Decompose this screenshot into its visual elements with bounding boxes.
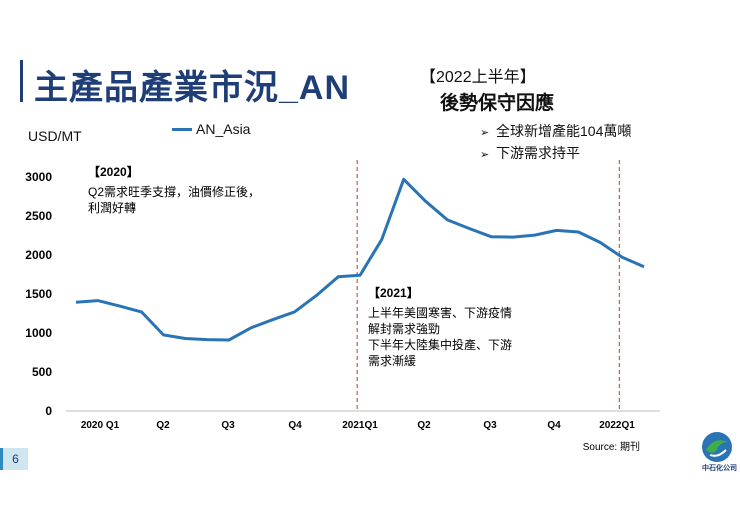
outlook-bullet-list: ➢ 全球新增產能104萬噸 ➢ 下游需求持平 xyxy=(480,120,631,164)
x-tick-label: Q4 xyxy=(288,420,302,431)
bullet-text: 下游需求持平 xyxy=(496,145,580,161)
x-tick-label: Q2 xyxy=(417,420,431,431)
arrow-bullet-icon: ➢ xyxy=(480,149,490,161)
annotation-line: 利潤好轉 xyxy=(88,201,136,215)
bullet-text: 全球新增產能104萬噸 xyxy=(496,123,632,139)
y-tick-label: 1000 xyxy=(25,326,52,340)
y-tick-label: 3000 xyxy=(25,170,52,184)
annotation-line: 下半年大陸集中投產、下游 xyxy=(368,337,512,352)
company-logo-text: 中石化公司 xyxy=(702,465,737,472)
annotation-line: 上半年美國寒害、下游疫情 xyxy=(368,305,512,320)
annotation-title: 【2020】 xyxy=(88,164,139,179)
chart-legend: AN_Asia xyxy=(172,120,250,138)
y-tick-label: 2500 xyxy=(25,209,52,223)
x-tick-label: Q3 xyxy=(483,420,497,431)
y-tick-label: 0 xyxy=(45,404,52,418)
y-tick-label: 1500 xyxy=(25,287,52,301)
x-tick-label: 2021Q1 xyxy=(342,420,378,431)
y-tick-label: 2000 xyxy=(25,248,52,262)
y-axis-unit-label: USD/MT xyxy=(28,128,82,144)
page-number: 6 xyxy=(12,452,19,466)
x-tick-label: 2022Q1 xyxy=(599,420,635,431)
x-tick-label: 2020 Q1 xyxy=(81,420,120,431)
annotation-line: Q2需求旺季支撐，油價修正後， xyxy=(88,184,260,199)
y-tick-label: 500 xyxy=(32,365,52,379)
annotation-line: 解封需求強勁 xyxy=(368,322,440,336)
title-accent-bar xyxy=(20,60,23,102)
an-asia-series-line xyxy=(75,177,645,342)
x-tick-label: Q2 xyxy=(156,420,170,431)
legend-swatch xyxy=(172,127,192,131)
bullet-item: ➢ 全球新增產能104萬噸 xyxy=(480,120,631,142)
page-title: 主產品產業市況_AN xyxy=(34,69,351,107)
company-logo-icon xyxy=(702,432,732,462)
x-tick-label: Q3 xyxy=(221,420,235,431)
annotation-line: 需求漸緩 xyxy=(368,354,416,368)
bullet-item: ➢ 下游需求持平 xyxy=(480,142,631,164)
outlook-subtitle: 後勢保守因應 xyxy=(440,93,555,114)
legend-label: AN_Asia xyxy=(196,121,251,137)
source-note: Source: 期刊 xyxy=(583,441,640,453)
page-number-tab: 6 xyxy=(0,448,28,470)
outlook-period-header: 【2022上半年】 xyxy=(420,69,536,86)
arrow-bullet-icon: ➢ xyxy=(480,127,490,139)
x-tick-label: Q4 xyxy=(547,420,561,431)
annotation-title: 【2021】 xyxy=(368,285,419,300)
